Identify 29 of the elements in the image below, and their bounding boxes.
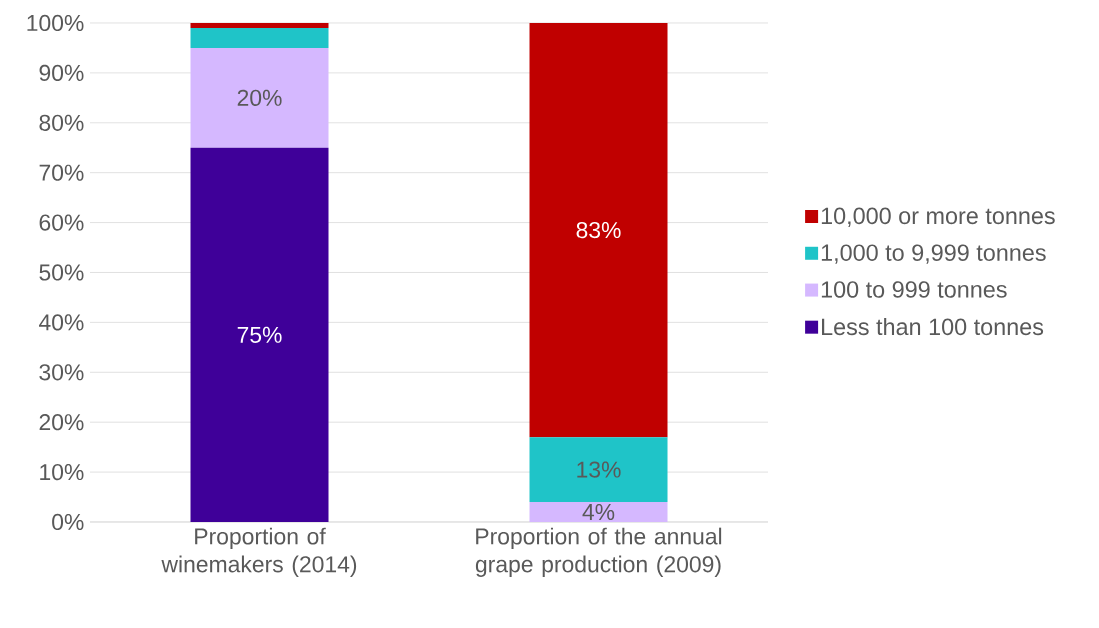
legend-label: Less than 100 tonnes: [822, 317, 1044, 336]
bar: [190, 22, 329, 28]
data-label: 20%: [237, 89, 282, 106]
data-label: 75%: [237, 326, 282, 343]
x-tick-label: Proportion of the annual grape production (2009): [475, 527, 722, 577]
y-tick-label: 20%: [39, 414, 84, 431]
bar: [190, 27, 329, 48]
y-tick-label: 40%: [39, 314, 84, 331]
bar: [529, 437, 668, 503]
y-tick-label: 90%: [39, 64, 84, 81]
y-tick-label: 0%: [52, 513, 84, 531]
y-tick-label: 50%: [39, 264, 84, 281]
y-tick-label: 70%: [39, 164, 84, 181]
y-tick-label: 80%: [39, 114, 84, 131]
y-tick-label: 10%: [40, 463, 84, 481]
bar: [190, 147, 329, 522]
legend-label: 100 to 999 tonnes: [821, 281, 1007, 298]
bar: [190, 47, 329, 148]
data-label: 83%: [576, 221, 621, 239]
x-tick-label: Proportion of winemakers (2014): [161, 527, 357, 577]
y-tick-label: 100%: [27, 14, 84, 32]
legend-label: 1,000 to 9,999 tonnes: [821, 244, 1046, 264]
data-label: 4%: [582, 503, 615, 521]
legend-label: 10,000 or more tonnes: [821, 207, 1055, 227]
bar: [529, 502, 668, 522]
bar: [529, 22, 668, 438]
data-label: 13%: [577, 461, 621, 478]
y-tick-label: 30%: [39, 364, 84, 381]
y-tick-label: 60%: [39, 214, 84, 231]
